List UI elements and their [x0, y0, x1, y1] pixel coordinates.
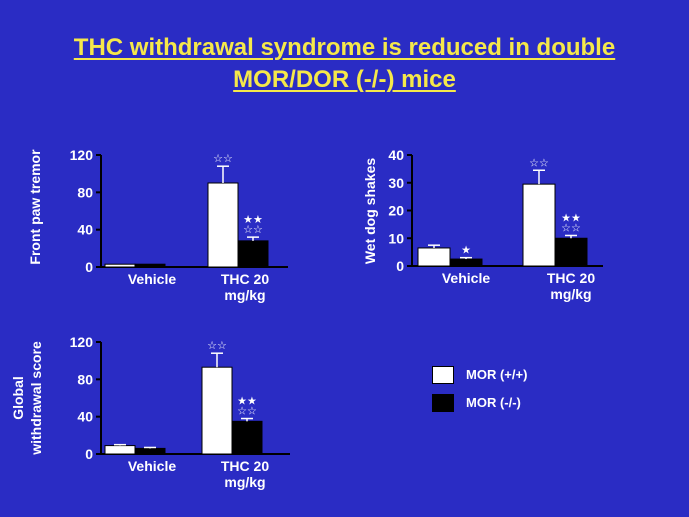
y-tick-label: 40 [77, 222, 93, 238]
category-label: Vehicle [128, 458, 176, 474]
significance-marker: ★★ [237, 396, 257, 408]
slide-title-line-2: MOR/DOR (-/-) mice [233, 66, 456, 93]
significance-marker: ☆☆ [529, 157, 549, 169]
significance-marker: ☆☆ [237, 406, 257, 418]
y-tick-label: 120 [70, 334, 94, 350]
legend-swatch-mor-wildtype [432, 366, 454, 384]
category-label: Vehicle [442, 270, 490, 286]
y-axis-label: Front paw tremor [27, 149, 43, 265]
significance-marker: ☆☆ [561, 222, 581, 234]
y-axis-label: withdrawal score [28, 341, 44, 456]
significance-marker: ☆☆ [243, 224, 263, 236]
y-tick-label: 40 [77, 409, 93, 425]
bar-mor-wildtype [207, 182, 239, 268]
y-tick-label: 40 [388, 147, 404, 163]
y-tick-label: 80 [77, 371, 93, 387]
y-tick-label: 10 [388, 230, 404, 246]
significance-marker: ☆☆ [207, 340, 227, 352]
bar-mor-knockout [237, 240, 269, 268]
bar-mor-knockout [134, 447, 166, 455]
category-label: THC 20 [547, 270, 595, 286]
y-tick-label: 0 [85, 446, 93, 462]
bar-mor-wildtype [522, 183, 556, 267]
significance-marker: ★★ [243, 214, 263, 226]
y-tick-label: 0 [85, 259, 93, 275]
significance-marker: ★★ [561, 212, 581, 224]
bar-mor-wildtype [201, 366, 233, 455]
legend-swatch-mor-knockout [432, 394, 454, 412]
category-label: mg/kg [224, 287, 265, 303]
y-tick-label: 120 [70, 147, 94, 163]
slide-title-line-1: THC withdrawal syndrome is reduced in do… [73, 34, 616, 61]
legend-label-mor-knockout: MOR (-/-) [466, 395, 521, 410]
y-axis-label: Global [10, 376, 26, 420]
bar-mor-knockout [554, 237, 588, 267]
category-label: Vehicle [128, 271, 176, 287]
y-tick-label: 20 [388, 203, 404, 219]
category-label: mg/kg [550, 286, 591, 302]
legend-label-mor-wildtype: MOR (+/+) [466, 367, 528, 382]
y-tick-label: 0 [396, 258, 404, 274]
category-label: mg/kg [224, 474, 265, 490]
significance-marker: ★ [461, 245, 471, 257]
y-tick-label: 80 [77, 184, 93, 200]
y-tick-label: 30 [388, 175, 404, 191]
bar-mor-knockout [231, 420, 263, 455]
significance-marker: ☆☆ [213, 153, 233, 165]
bar-mor-wildtype [104, 445, 136, 455]
y-axis-label: Wet dog shakes [362, 158, 378, 265]
category-label: THC 20 [221, 458, 269, 474]
bar-mor-knockout [134, 263, 166, 268]
category-label: THC 20 [221, 271, 269, 287]
